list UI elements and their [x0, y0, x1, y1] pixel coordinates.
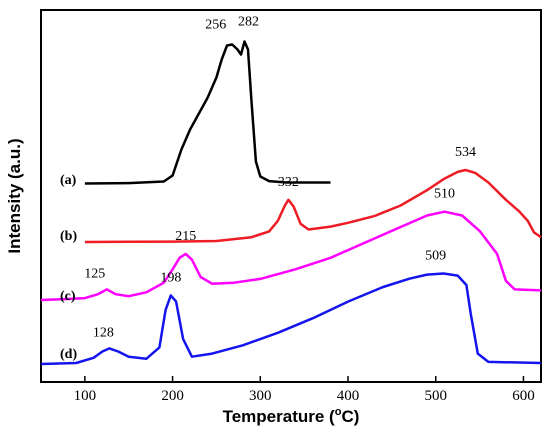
- peak-label-215: 215: [175, 229, 196, 244]
- x-tick-label-100: 100: [74, 388, 97, 404]
- label-layer: (a) 256 282 (b) 332 534 (c) 125 215 510 (d) 128 198 5…: [60, 15, 476, 363]
- series-line-d: [40, 272, 542, 366]
- x-tick-label-500: 500: [424, 388, 447, 404]
- x-tick-label-400: 400: [337, 388, 360, 404]
- series-layer: [40, 40, 542, 366]
- x-tick-label-300: 300: [249, 388, 272, 404]
- peak-label-332: 332: [278, 175, 299, 190]
- peak-label-510: 510: [434, 187, 455, 202]
- peak-label-198: 198: [160, 270, 181, 285]
- x-tick-label-600: 600: [512, 388, 535, 404]
- y-axis-title: Intensity (a.u.): [5, 138, 24, 253]
- series-line-b: [84, 168, 542, 244]
- series-line-c: [40, 210, 542, 302]
- series-tag-d: (d): [60, 347, 77, 362]
- plot-frame: [40, 9, 542, 383]
- peak-label-256: 256: [205, 18, 226, 33]
- series-tag-c: (c): [60, 289, 76, 304]
- peak-label-534: 534: [455, 145, 476, 160]
- series-tag-b: (b): [60, 229, 77, 244]
- peak-label-282: 282: [238, 15, 259, 30]
- peak-label-125: 125: [84, 266, 105, 281]
- x-axis-ticks: 100 200 300 400 500 600: [74, 376, 535, 404]
- series-line-a: [84, 40, 331, 185]
- x-tick-label-200: 200: [161, 388, 184, 404]
- peak-label-509: 509: [425, 249, 446, 264]
- peak-label-128: 128: [93, 325, 114, 340]
- series-tag-a: (a): [60, 173, 77, 188]
- x-axis-title: Temperature (oC): [223, 406, 360, 426]
